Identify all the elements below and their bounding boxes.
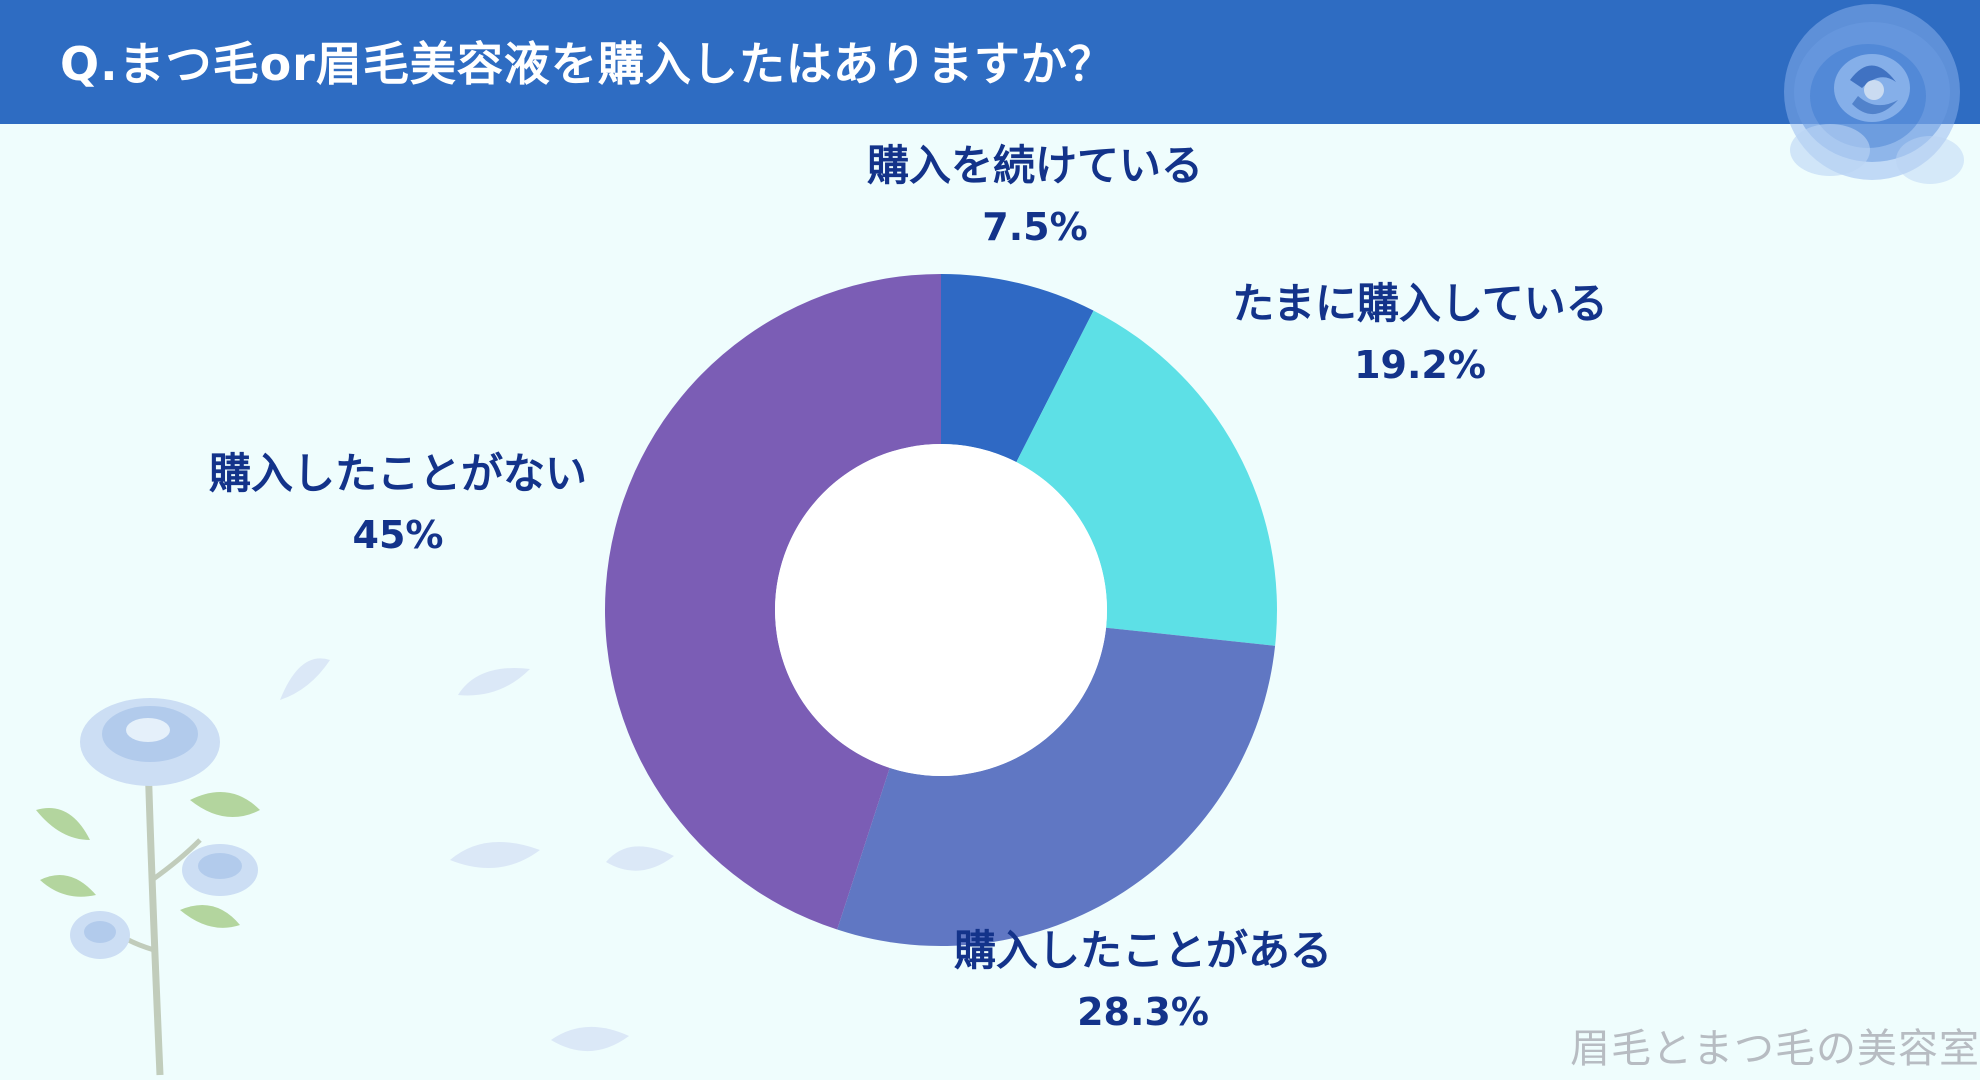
blue-rose-icon: [1784, 4, 1964, 184]
slice-value-label: 45%: [353, 513, 444, 557]
petal-icon: [450, 842, 540, 868]
header-bar: Q.まつ毛or眉毛美容液を購入したはありますか？: [0, 0, 1980, 124]
pie-slice: [1016, 310, 1277, 646]
slice-value-label: 19.2%: [1354, 343, 1486, 387]
page-title: Q.まつ毛or眉毛美容液を購入したはありますか？: [60, 37, 1115, 91]
slice-label: 購入したことがある: [954, 926, 1332, 975]
petal-icon: [551, 1026, 629, 1052]
petal-icon: [458, 668, 530, 696]
rose-branch-icon: [36, 698, 260, 1076]
slice-label: たまに購入している: [1232, 279, 1607, 328]
slice-value-label: 28.3%: [1077, 990, 1209, 1034]
pie-slice: [941, 274, 1094, 463]
petal-icon: [280, 658, 330, 700]
slice-value-label: 7.5%: [982, 205, 1087, 249]
watermark: 眉毛とまつ毛の美容室: [1570, 1026, 1980, 1072]
pie-slice: [837, 627, 1276, 946]
slice-label: 購入したことがない: [209, 449, 587, 498]
petal-icon: [606, 846, 674, 871]
pie-slice: [604, 274, 941, 930]
donut-hole: [775, 444, 1107, 776]
slice-label: 購入を続けている: [867, 141, 1203, 190]
